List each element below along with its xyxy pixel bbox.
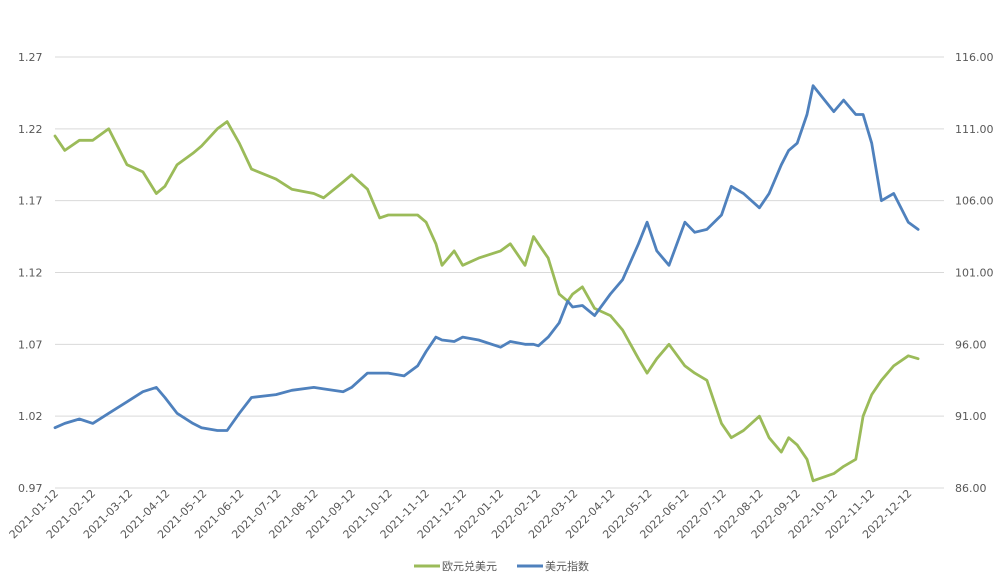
right-tick-label: 96.00 [955, 338, 987, 351]
series-lines [53, 84, 920, 483]
right-tick-label: 116.00 [955, 51, 994, 64]
left-tick-label: 1.02 [18, 410, 43, 423]
right-tick-label: 101.00 [955, 267, 994, 280]
left-tick-label: 1.22 [18, 123, 43, 136]
series-line-dxy [53, 84, 920, 432]
legend: 欧元兑美元 美元指数 [414, 559, 589, 573]
gridlines [55, 56, 944, 489]
legend-label-dxy: 美元指数 [545, 559, 589, 573]
right-tick-label: 86.00 [955, 482, 987, 495]
left-tick-label: 1.07 [18, 338, 43, 351]
left-tick-label: 1.12 [18, 267, 43, 280]
right-tick-label: 106.00 [955, 195, 994, 208]
left-tick-label: 1.27 [18, 51, 43, 64]
left-tick-label: 0.97 [18, 482, 43, 495]
x-axis-ticks: 2021-01-122021-02-122021-03-122021-04-12… [7, 487, 915, 541]
series-line-eurusd [53, 120, 920, 483]
legend-label-eurusd: 欧元兑美元 [442, 559, 497, 573]
left-tick-label: 1.17 [18, 195, 43, 208]
left-axis-ticks: 0.97 1.02 1.07 1.12 1.17 1.22 1.27 [18, 51, 43, 495]
right-axis-ticks: 86.00 91.00 96.00 101.00 106.00 111.00 116.00 [955, 51, 994, 495]
right-tick-label: 91.00 [955, 410, 987, 423]
right-tick-label: 111.00 [955, 123, 994, 136]
